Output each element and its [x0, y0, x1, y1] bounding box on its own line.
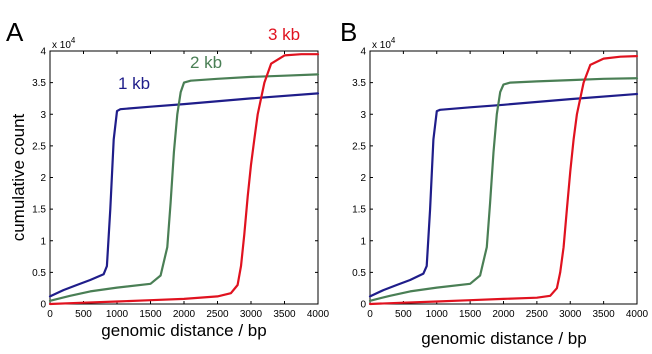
y-tick-label: 4	[40, 47, 46, 58]
x-axis-label: genomic distance / bp	[101, 321, 266, 340]
y-multiplier-label: x 104	[372, 36, 396, 51]
x-tick-label: 4000	[307, 309, 330, 320]
x-tick-label: 2000	[173, 309, 196, 320]
series-line-1	[368, 92, 639, 298]
panel-label: B	[340, 17, 357, 47]
plot-frame	[369, 50, 638, 305]
x-tick-label: 0	[47, 309, 53, 320]
y-tick-label: 2	[360, 173, 366, 184]
x-tick-label: 4000	[626, 309, 649, 320]
x-tick-label: 1000	[106, 309, 129, 320]
y-tick-label: 0.5	[352, 268, 366, 279]
series-line-3	[368, 55, 639, 306]
x-tick-label: 500	[75, 309, 92, 320]
series-line-1	[48, 92, 320, 298]
y-tick-label: 2.5	[32, 141, 46, 152]
y-tick-label: 1	[360, 236, 366, 247]
y-multiplier-label: x 104	[52, 36, 76, 51]
y-tick-label: 2.5	[352, 141, 366, 152]
x-tick-label: 3500	[273, 309, 296, 320]
x-tick-label: 3000	[559, 309, 582, 320]
x-tick-label: 1500	[139, 309, 162, 320]
y-tick-label: 0.5	[32, 268, 46, 279]
series-label: 1 kb	[118, 74, 150, 93]
y-tick-label: 0	[40, 300, 46, 311]
x-tick-label: 2000	[492, 309, 515, 320]
y-tick-label: 4	[360, 47, 366, 58]
series-line-2	[48, 73, 320, 302]
y-axis-label: cumulative count	[9, 113, 28, 241]
y-tick-label: 1	[40, 236, 46, 247]
series-line-2	[368, 77, 639, 302]
series-label: 3 kb	[268, 25, 300, 44]
series-label: 2 kb	[190, 53, 222, 72]
y-tick-label: 3.5	[32, 78, 46, 89]
y-tick-label: 1.5	[32, 205, 46, 216]
series-line-3	[48, 53, 320, 306]
y-tick-label: 3	[360, 110, 366, 121]
y-tick-label: 0	[360, 300, 366, 311]
y-tick-label: 2	[40, 173, 46, 184]
y-tick-label: 3	[40, 110, 46, 121]
plot-frame	[49, 50, 319, 305]
y-tick-label: 3.5	[352, 78, 366, 89]
x-tick-label: 1000	[426, 309, 449, 320]
x-tick-label: 3500	[593, 309, 616, 320]
x-tick-label: 500	[395, 309, 412, 320]
x-tick-label: 0	[367, 309, 373, 320]
x-tick-label: 1500	[459, 309, 482, 320]
x-tick-label: 3000	[240, 309, 263, 320]
panel-label: A	[6, 17, 24, 47]
x-tick-label: 2500	[206, 309, 229, 320]
y-tick-label: 1.5	[352, 205, 366, 216]
x-axis-label: genomic distance / bp	[421, 329, 586, 348]
x-tick-label: 2500	[526, 309, 549, 320]
